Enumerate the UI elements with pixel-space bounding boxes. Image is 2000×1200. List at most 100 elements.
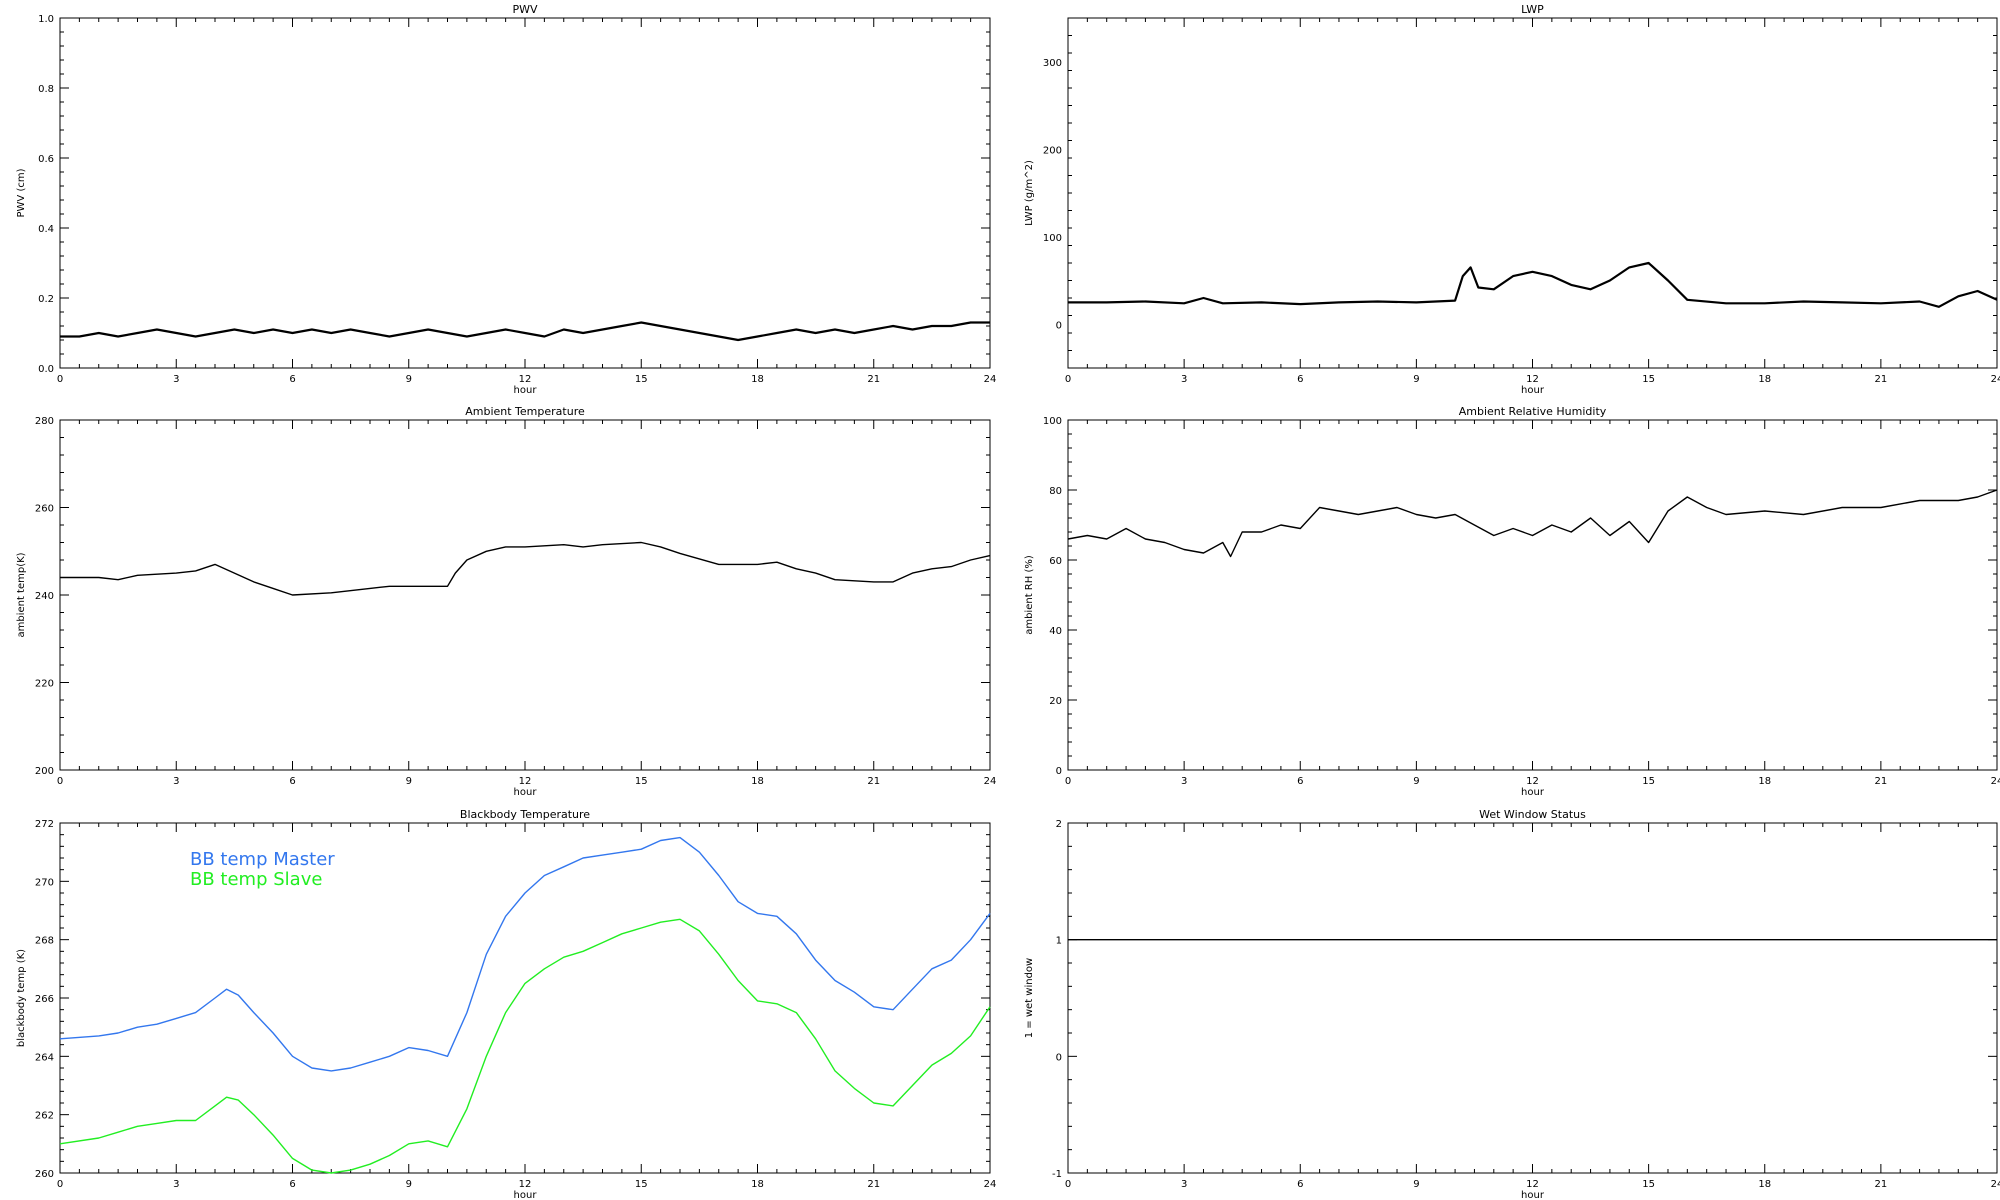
- x-tick-label: 24: [1991, 374, 2000, 385]
- chart-title: Blackbody Temperature: [460, 808, 590, 821]
- y-tick-label: 60: [1049, 556, 1062, 567]
- y-axis-label: blackbody temp (K): [16, 949, 27, 1047]
- x-tick-label: 15: [635, 776, 648, 787]
- x-tick-label: 6: [1297, 1179, 1303, 1190]
- y-tick-label: 0.4: [38, 224, 54, 235]
- x-tick-label: 21: [867, 374, 880, 385]
- y-tick-label: -1: [1052, 1169, 1062, 1180]
- y-tick-label: 268: [35, 936, 54, 947]
- x-tick-label: 9: [1413, 776, 1419, 787]
- y-tick-label: 262: [35, 1111, 54, 1122]
- x-tick-label: 15: [1642, 374, 1655, 385]
- x-tick-label: 0: [1065, 776, 1071, 787]
- y-tick-label: 200: [1043, 145, 1062, 156]
- chart-panel-5: 0 3 6 9 12 15 18 21 24 260 262 264 266 268 270 272 Black…: [16, 808, 996, 1200]
- x-axis-label: hour: [1521, 385, 1545, 396]
- legend-item: BB temp Master: [190, 849, 335, 870]
- x-tick-label: 3: [1181, 374, 1187, 385]
- x-tick-label: 6: [289, 1179, 295, 1190]
- x-tick-label: 12: [1526, 1179, 1539, 1190]
- x-tick-label: 24: [984, 1179, 997, 1190]
- x-tick-label: 15: [1642, 776, 1655, 787]
- plot-frame: [59, 419, 991, 771]
- x-tick-label: 15: [635, 1179, 648, 1190]
- x-tick-label: 18: [751, 776, 764, 787]
- y-tick-label: 260: [35, 1169, 54, 1180]
- y-axis-label: ambient RH (%): [1024, 555, 1035, 635]
- series-line: [60, 321, 990, 342]
- y-tick-label: 80: [1049, 486, 1062, 497]
- series-bb-temp-master: [59, 836, 991, 1072]
- x-tick-label: 6: [289, 776, 295, 787]
- chart-title: Wet Window Status: [1479, 808, 1586, 821]
- plot-frame: [59, 17, 991, 369]
- x-axis-label: hour: [1521, 787, 1545, 798]
- x-tick-label: 18: [1758, 1179, 1771, 1190]
- y-tick-label: 300: [1043, 58, 1062, 69]
- x-tick-label: 3: [173, 1179, 179, 1190]
- x-tick-label: 21: [1875, 1179, 1888, 1190]
- y-tick-label: 2: [1056, 819, 1062, 830]
- y-tick-label: 40: [1049, 626, 1062, 637]
- legend-item: BB temp Slave: [190, 869, 322, 890]
- x-tick-label: 0: [57, 374, 63, 385]
- chart-panel-2: 0 3 6 9 12 15 18 21 24 0 100 200 300 LWP hour LWP (g/m^…: [1024, 3, 2000, 396]
- y-axis-label: LWP (g/m^2): [1024, 160, 1035, 226]
- x-tick-label: 9: [406, 776, 412, 787]
- x-tick-label: 21: [867, 776, 880, 787]
- x-tick-label: 6: [289, 374, 295, 385]
- series-line: [1068, 261, 1998, 308]
- y-tick-label: 260: [35, 504, 54, 515]
- x-tick-label: 9: [406, 374, 412, 385]
- x-tick-label: 6: [1297, 776, 1303, 787]
- x-axis-label: hour: [514, 1190, 538, 1200]
- x-tick-label: 24: [1991, 1179, 2000, 1190]
- x-axis-label: hour: [514, 787, 538, 798]
- x-tick-label: 18: [1758, 776, 1771, 787]
- x-tick-label: 3: [1181, 1179, 1187, 1190]
- x-tick-label: 12: [1526, 374, 1539, 385]
- plot-frame: [1067, 822, 1998, 1174]
- y-axis-label: 1 = wet window: [1024, 958, 1035, 1038]
- x-tick-label: 12: [519, 776, 532, 787]
- y-axis-label: ambient temp(K): [16, 552, 27, 637]
- x-tick-label: 21: [867, 1179, 880, 1190]
- y-tick-label: 0.8: [38, 84, 54, 95]
- chart-title: Ambient Temperature: [465, 405, 585, 418]
- x-axis-label: hour: [1521, 1190, 1545, 1200]
- x-tick-label: 3: [173, 374, 179, 385]
- series-bb-temp-slave: [59, 918, 991, 1174]
- x-tick-label: 6: [1297, 374, 1303, 385]
- x-tick-label: 12: [1526, 776, 1539, 787]
- x-tick-label: 15: [635, 374, 648, 385]
- y-tick-label: 100: [1043, 416, 1062, 427]
- x-tick-label: 0: [57, 776, 63, 787]
- x-tick-label: 9: [1413, 374, 1419, 385]
- y-tick-label: 0.6: [38, 154, 54, 165]
- x-tick-label: 3: [1181, 776, 1187, 787]
- y-tick-label: 200: [35, 766, 54, 777]
- y-tick-label: 280: [35, 416, 54, 427]
- x-tick-label: 15: [1642, 1179, 1655, 1190]
- chart-title: Ambient Relative Humidity: [1459, 405, 1607, 418]
- x-tick-label: 24: [1991, 776, 2000, 787]
- x-tick-label: 21: [1875, 776, 1888, 787]
- chart-title: PWV: [512, 3, 538, 16]
- plot-frame: [1067, 17, 1998, 369]
- x-tick-label: 3: [173, 776, 179, 787]
- x-tick-label: 9: [406, 1179, 412, 1190]
- chart-panel-3: 0 3 6 9 12 15 18 21 24 200 220 240 260 280 Ambient Tem…: [16, 405, 996, 798]
- x-tick-label: 18: [1758, 374, 1771, 385]
- y-tick-label: 20: [1049, 696, 1062, 707]
- y-tick-label: 0: [1056, 320, 1062, 331]
- y-axis-label: PWV (cm): [16, 168, 27, 217]
- y-tick-label: 240: [35, 591, 54, 602]
- y-tick-label: 0: [1056, 1052, 1062, 1063]
- series-line: [60, 541, 991, 596]
- x-tick-label: 9: [1413, 1179, 1419, 1190]
- y-tick-label: 266: [35, 994, 54, 1005]
- x-tick-label: 12: [519, 374, 532, 385]
- y-tick-label: 220: [35, 679, 54, 690]
- chart-panel-1: 0 3 6 9 12 15 18 21 24 0.0 0.2 0.4 0.6 0.8 1.0 PWV hour P…: [16, 3, 996, 396]
